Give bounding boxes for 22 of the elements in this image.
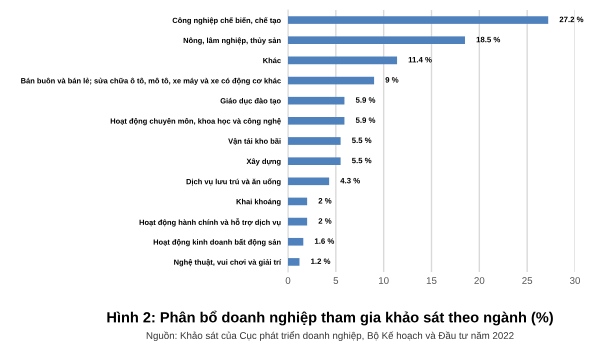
x-tick-label: 25 [522, 277, 532, 284]
bar [288, 16, 548, 24]
x-tick-label: 10 [379, 277, 389, 284]
x-tick-label: 20 [474, 277, 484, 284]
bar [288, 36, 465, 44]
bar [288, 198, 308, 206]
bar [288, 177, 330, 186]
x-tick-label: 15 [426, 277, 436, 284]
bar [288, 218, 308, 226]
x-tick-label: 5 [334, 277, 338, 284]
bar [288, 157, 341, 165]
bar [288, 96, 344, 105]
text: Hình 2: Phân bổ doanh nghiệp tham gia khảo sát theo ngành (%) [107, 310, 553, 326]
x-tick-label: 0 [286, 277, 290, 284]
text: Nguồn: Khảo sát của Cục phát triển doanh nghiệp, Bộ Kế hoạch và Đầu tư năm 2022 [146, 331, 514, 341]
bar [288, 137, 341, 145]
bar [288, 76, 374, 84]
x-tick-label: 30 [570, 277, 580, 284]
bar [288, 117, 344, 125]
bar [288, 258, 300, 266]
bar [288, 238, 304, 246]
bar [288, 56, 398, 64]
